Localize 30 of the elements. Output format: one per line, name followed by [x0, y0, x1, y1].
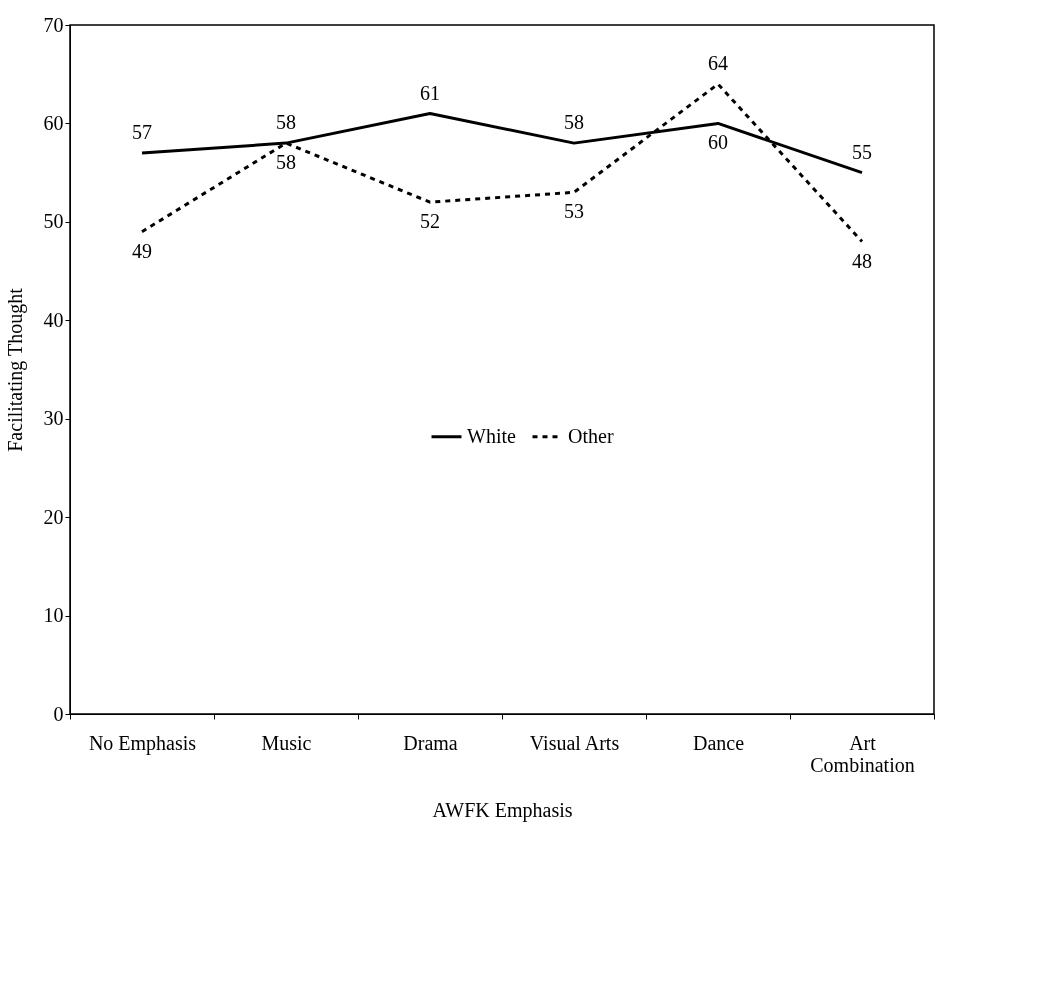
- x-tick-label: Art Combination: [810, 731, 915, 776]
- x-tick-label: Visual Arts: [529, 731, 620, 754]
- x-tick-label: No Emphasis: [88, 731, 197, 755]
- data-label: 61: [420, 81, 440, 104]
- legend-label: White: [467, 424, 516, 447]
- data-label: 57: [132, 120, 152, 143]
- data-label: 64: [708, 52, 728, 75]
- x-tick-label: Dance: [692, 731, 745, 754]
- data-label: 52: [420, 210, 440, 233]
- x-tick-label: Drama: [403, 731, 458, 754]
- data-label: 49: [132, 239, 152, 262]
- data-label: 58: [276, 111, 296, 134]
- data-label: 58: [276, 151, 296, 174]
- y-tick-label: 10: [43, 604, 64, 627]
- data-label: 58: [564, 111, 584, 134]
- y-tick-label: 0: [53, 702, 64, 725]
- x-tick-label: Music: [261, 731, 312, 754]
- data-label: 60: [708, 131, 728, 154]
- x-axis-title: AWFK Emphasis: [432, 798, 573, 822]
- legend-label: Other: [568, 424, 614, 447]
- y-tick-label: 60: [43, 111, 64, 134]
- y-tick-label: 70: [43, 13, 64, 36]
- y-tick-label: 30: [43, 407, 64, 430]
- data-label: 55: [852, 140, 872, 163]
- y-tick-label: 40: [43, 308, 64, 331]
- y-tick-label: 20: [43, 505, 64, 528]
- y-tick-label: 50: [43, 210, 64, 233]
- data-label: 48: [852, 249, 872, 272]
- y-axis-title: Facilitating Thought: [3, 287, 27, 452]
- data-label: 53: [564, 200, 584, 223]
